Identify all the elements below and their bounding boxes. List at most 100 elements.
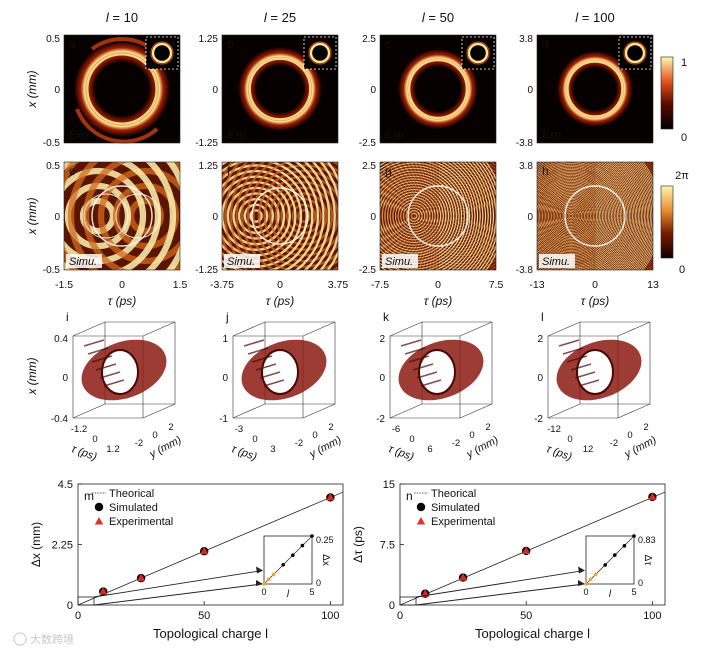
phase-fringe	[235, 162, 266, 270]
row1-ylabel: x (mm)	[25, 70, 39, 108]
phase-fringe	[280, 192, 328, 240]
phase-pattern	[537, 162, 653, 270]
inset-ring	[624, 42, 646, 64]
y-tick-label: 2.5	[362, 161, 376, 172]
z-tick-label: 0	[222, 373, 228, 384]
row2-xlabel: τ (ps)	[424, 294, 453, 308]
phase-pattern	[380, 162, 496, 270]
y3-tick-label: 2	[168, 422, 173, 433]
y-tick-label: -2.5	[359, 138, 377, 149]
y-tick-label: 0	[389, 600, 395, 612]
y3-tick-label: 0	[152, 430, 157, 441]
panel-letter: i	[66, 310, 69, 324]
isosurface-stripe	[408, 355, 430, 363]
phase-fringe	[459, 162, 487, 270]
column-title: l = 25	[264, 10, 296, 25]
tau-axis-label: τ (ps)	[545, 443, 574, 463]
y3-tick-label: 0	[469, 430, 474, 441]
panel-frame	[221, 161, 339, 271]
arrow-head	[578, 580, 585, 586]
row2-xlabel: τ (ps)	[266, 294, 295, 308]
watermark-logo	[13, 632, 27, 646]
phase-fringe	[67, 162, 99, 270]
isosurface-stripe	[103, 379, 125, 387]
inset-point	[310, 534, 314, 538]
panel-letter: k	[383, 310, 390, 324]
panel-f: f Simu. 1.25 0 -1.25 -3.75 0 3.75 τ (ps)	[195, 161, 348, 308]
phase-fringe	[620, 162, 645, 270]
inset-ring-outer	[623, 41, 647, 65]
box-edge	[617, 321, 651, 337]
zoom-box	[399, 596, 417, 606]
phase-fringe	[222, 162, 320, 270]
phase-fringe	[539, 162, 562, 270]
panel-letter: b	[227, 37, 234, 51]
phase-fringe	[400, 162, 496, 270]
phase-fringe	[297, 209, 311, 223]
panel-e: e Simu. 0.5 0 -0.5 -1.5 0 1.5 τ (ps)	[43, 161, 188, 308]
phase-fringe	[455, 162, 484, 270]
simu-tag: Simu.	[227, 256, 255, 268]
legend-simulated-swatch	[416, 502, 426, 512]
inset-ring	[309, 42, 331, 64]
x-tick-label: 1.5	[173, 279, 188, 291]
box-edge	[72, 403, 106, 419]
phase-fringe	[380, 162, 476, 270]
l-value: = 100	[582, 10, 615, 25]
inset-point-orange	[589, 577, 593, 581]
phase-fringe	[618, 162, 644, 270]
y-tick-label: 0	[54, 85, 60, 96]
y3-tick-label: 2	[328, 422, 333, 433]
y-tick-label: -3.8	[516, 265, 534, 276]
y-tick-label: 0	[527, 85, 533, 96]
phase-fringe	[554, 162, 585, 270]
phase-fringe	[240, 162, 338, 270]
simu-tag: Simu.	[542, 256, 570, 268]
box-edge	[389, 321, 423, 337]
box-edge	[142, 321, 176, 337]
z-tick-label: 0	[537, 373, 543, 384]
x-tick-label: 100	[643, 610, 661, 622]
phase-fringe	[543, 162, 568, 270]
phase-fringe	[224, 162, 249, 270]
isosurface-stripe	[570, 363, 592, 371]
inset-x-tick: 0	[261, 587, 266, 597]
tau-tick-label: 0	[92, 434, 97, 445]
phase-fringe	[579, 176, 653, 256]
y-tick-label: 0	[370, 85, 376, 96]
phase-fringe	[540, 162, 564, 270]
box-edge	[232, 321, 266, 337]
isosurface-stripe	[404, 347, 426, 355]
ring-highlight	[248, 57, 312, 121]
tau-tick-label: -1.2	[71, 424, 87, 435]
tag-background	[224, 254, 260, 268]
panel-letter: c	[385, 37, 391, 51]
x-tick-label: -7.5	[371, 279, 389, 291]
phase-fringe	[537, 178, 609, 254]
phase-fringe	[581, 178, 653, 254]
inset-ring-outer	[466, 41, 490, 65]
boundary-circle	[564, 185, 626, 247]
phase-fringe	[97, 167, 180, 265]
box-edge	[459, 403, 493, 419]
zoom-arrow	[415, 583, 585, 606]
z-tick-label: 0	[379, 373, 385, 384]
legend-experimental-label: Experimental	[431, 516, 495, 528]
legend-theory-label: Theorical	[109, 488, 154, 500]
zoom-arrow	[415, 570, 585, 598]
phase-fringe	[566, 163, 653, 269]
phase-fringe	[303, 162, 331, 270]
panel-letter: l	[541, 310, 544, 324]
isosurface-stripe	[263, 379, 285, 387]
panel-a: a Exp. 0.5 0 -0.5	[43, 34, 181, 149]
phase-fringe	[622, 162, 647, 270]
boundary-circle	[251, 187, 309, 245]
fringe	[75, 108, 159, 144]
inset-point	[291, 553, 295, 557]
y-tick-label: 3.8	[519, 161, 533, 172]
z-tick-label: -2	[376, 414, 385, 425]
x-tick-label: -13	[529, 279, 544, 291]
phase-fringe	[384, 162, 409, 270]
x-tick-label: 0	[435, 279, 441, 291]
